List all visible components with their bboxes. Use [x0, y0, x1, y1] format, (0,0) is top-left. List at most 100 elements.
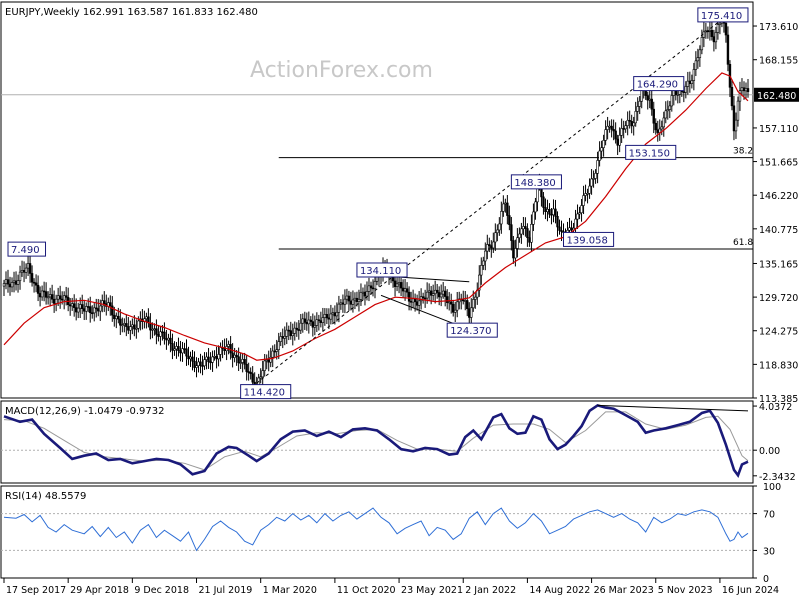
- candle-body: [646, 95, 649, 101]
- candle-body: [594, 173, 597, 179]
- candle-body: [433, 289, 437, 294]
- candle-body: [241, 359, 244, 363]
- candle-body: [421, 296, 425, 299]
- candle-body: [435, 289, 439, 293]
- price-ytick-label-9: 118.830: [759, 360, 798, 371]
- annotation-box-8: [7, 241, 47, 257]
- candle-body: [85, 306, 88, 312]
- annotation-label-1: 164.290: [637, 80, 678, 91]
- candle-body: [736, 100, 740, 121]
- candle-body: [504, 202, 507, 205]
- candle-body: [175, 346, 178, 350]
- candle-body: [325, 314, 329, 319]
- candle-body: [275, 349, 278, 352]
- candle-body: [4, 279, 8, 284]
- candle-body: [399, 282, 403, 289]
- candle-body: [456, 301, 459, 311]
- candle-body: [44, 291, 48, 298]
- annotation-box-5: [356, 262, 408, 278]
- candle-body: [215, 356, 218, 360]
- candle-body: [431, 293, 435, 296]
- candle-body: [18, 271, 22, 282]
- candle-body: [560, 230, 563, 232]
- candle-body: [676, 94, 680, 96]
- candle-body: [652, 108, 655, 124]
- candle-body: [590, 178, 593, 187]
- x-tick-label-8: 14 Aug 2022: [529, 585, 590, 596]
- candle-body: [173, 348, 176, 351]
- candle-body: [279, 336, 282, 342]
- annotation-label-7: 114.420: [244, 388, 285, 399]
- candle-body: [68, 304, 72, 307]
- candle-body: [285, 329, 288, 337]
- candle-body: [217, 354, 220, 360]
- candle-body: [201, 365, 204, 367]
- candle-body: [355, 297, 359, 302]
- candle-body: [123, 323, 126, 326]
- candle-body: [548, 209, 551, 215]
- candle-body: [353, 297, 357, 301]
- candle-body: [103, 300, 106, 304]
- candle-body: [20, 270, 24, 273]
- candle-body: [616, 138, 619, 146]
- candle-body: [229, 344, 232, 354]
- candle-body: [289, 330, 292, 337]
- price-ytick-label-10: 113.385: [759, 394, 798, 405]
- candle-body: [443, 290, 447, 297]
- annotation-box-1: [633, 76, 685, 92]
- candle-body: [339, 302, 343, 305]
- x-tick-label-2: 9 Dec 2018: [134, 585, 189, 596]
- candle-body: [199, 361, 202, 366]
- candle-body: [207, 356, 210, 363]
- candle-body: [36, 284, 40, 294]
- candle-body: [415, 301, 419, 306]
- candle-body: [470, 307, 473, 318]
- watermark: ActionForex.com: [250, 58, 433, 83]
- candle-body: [52, 298, 56, 304]
- candle-body: [598, 150, 601, 161]
- candle-body: [22, 270, 26, 273]
- candle-body: [24, 267, 28, 273]
- candle-body: [500, 211, 503, 225]
- candle-body: [365, 291, 369, 297]
- candle-body: [187, 355, 190, 360]
- candle-body: [293, 327, 296, 334]
- candle-body: [119, 318, 122, 326]
- candle-body: [542, 196, 545, 208]
- candle-body: [213, 356, 216, 358]
- x-tick-label-3: 21 Jul 2019: [199, 585, 253, 596]
- candle-body: [578, 212, 581, 215]
- candle-body: [714, 32, 718, 43]
- candle-body: [496, 229, 499, 234]
- panel-frame-rsi: [0, 485, 754, 579]
- level-label-0: 38.2: [733, 147, 753, 157]
- candle-body: [16, 280, 20, 285]
- candle-body: [64, 295, 68, 298]
- candle-body: [313, 325, 317, 328]
- candle-body: [357, 299, 361, 302]
- macd-ytick-label-1: 0.00: [759, 446, 780, 457]
- candle-body: [321, 317, 325, 323]
- trendline-0: [256, 9, 735, 384]
- candle-body: [97, 308, 100, 312]
- candle-body: [193, 360, 196, 368]
- candle-body: [688, 80, 692, 84]
- candle-body: [72, 303, 76, 308]
- candle-body: [165, 338, 168, 341]
- candle-body: [530, 223, 533, 243]
- candle-body: [219, 347, 222, 355]
- candle-body: [510, 224, 513, 241]
- candle-body: [592, 178, 595, 180]
- candle-body: [32, 281, 36, 284]
- candle-body: [12, 280, 16, 283]
- candle-body: [588, 185, 591, 194]
- candle-body: [235, 354, 238, 358]
- candle-body: [169, 337, 172, 344]
- candle-body: [2, 283, 6, 287]
- price-candles: [2, 11, 750, 397]
- candle-body: [171, 343, 174, 351]
- candle-body: [628, 119, 631, 122]
- rsi-line: [3, 507, 749, 552]
- candle-body: [606, 125, 609, 130]
- candle-body: [472, 299, 475, 309]
